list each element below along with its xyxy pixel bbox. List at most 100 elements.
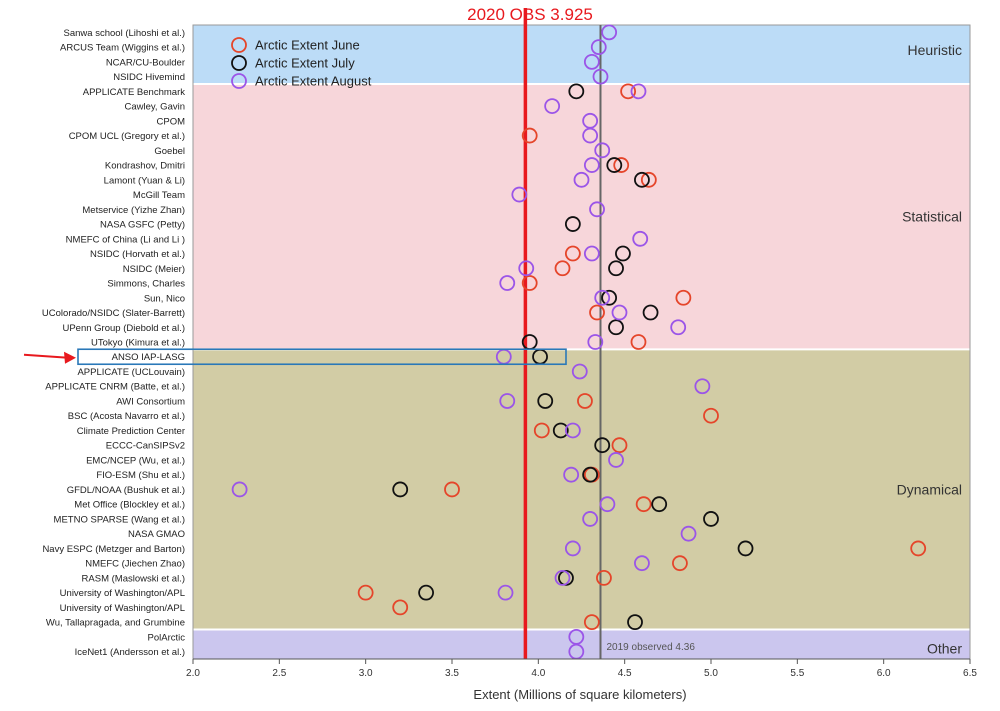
- data-point: [499, 393, 516, 409]
- data-point: [544, 98, 561, 114]
- group-bands: [192, 24, 971, 660]
- x-tick-label: 6.5: [963, 668, 977, 679]
- data-point: [564, 245, 581, 262]
- category-label: CPOM UCL (Gregory et al.): [69, 131, 185, 142]
- category-label: McGill Team: [133, 190, 185, 201]
- group-label: Statistical: [902, 209, 962, 225]
- data-point: [608, 260, 624, 277]
- category-label: Lamont (Yuan & Li): [104, 175, 185, 186]
- category-label: NSIDC Hivemind: [113, 72, 185, 83]
- x-tick-label: 6.0: [877, 668, 891, 679]
- data-point: [583, 614, 600, 631]
- data-point: [675, 289, 692, 306]
- category-label: APPLICATE Benchmark: [83, 87, 186, 98]
- category-label: NMEFC (Jiechen Zhao): [85, 559, 185, 570]
- category-label: NSIDC (Meier): [123, 264, 185, 275]
- data-point: [611, 437, 628, 454]
- category-label: Navy ESPC (Metzger and Barton): [42, 544, 185, 555]
- data-point: [418, 584, 435, 601]
- data-point: [554, 570, 571, 586]
- data-point: [444, 481, 460, 498]
- data-point: [737, 540, 754, 557]
- category-label: METNO SPARSE (Wang et al.): [54, 514, 185, 525]
- data-point: [630, 334, 647, 350]
- data-point: [582, 466, 599, 483]
- category-label: Kondrashov, Dmitri: [105, 161, 185, 172]
- data-point: [587, 334, 604, 350]
- data-point: [910, 540, 927, 557]
- legend-marker: [231, 73, 247, 89]
- legend-label: Arctic Extent August: [255, 74, 372, 89]
- category-label: BSC (Acosta Navarro et al.): [68, 411, 185, 422]
- x-tick-label: 4.0: [531, 668, 545, 679]
- data-point: [537, 393, 554, 409]
- data-point: [594, 289, 611, 306]
- category-label: Climate Prediction Center: [77, 426, 185, 437]
- category-label: University of Washington/APL: [60, 588, 185, 599]
- data-point: [632, 230, 649, 247]
- highlight-annotation: [23, 348, 567, 366]
- group-label: Other: [927, 641, 962, 657]
- data-point: [497, 584, 514, 601]
- category-label: UColorado/NSIDC (Slater-Barrett): [42, 308, 185, 319]
- data-point: [564, 216, 581, 232]
- group-labels: Heuristic Statistical Dynamical Other: [897, 42, 963, 657]
- x-tick-label: 3.0: [359, 668, 373, 679]
- data-point: [231, 481, 248, 498]
- data-point: [608, 319, 624, 336]
- data-point: [573, 171, 590, 188]
- data-point: [640, 171, 657, 188]
- x-tick-label: 3.5: [445, 668, 459, 679]
- data-point: [611, 304, 628, 321]
- data-point: [635, 496, 652, 513]
- x-tick-label: 4.5: [618, 668, 632, 679]
- data-point: [642, 304, 659, 321]
- legend-label: Arctic Extent June: [255, 38, 360, 53]
- highlight-box: [77, 348, 567, 366]
- x-tick-label: 5.0: [704, 668, 718, 679]
- category-label: ECCC-CanSIPSv2: [106, 441, 185, 452]
- category-label: Wu, Tallapragada, and Grumbine: [46, 618, 185, 629]
- data-point: [577, 393, 593, 409]
- data-point: [601, 289, 618, 306]
- data-point: [694, 378, 711, 395]
- category-label: IceNet1 (Andersson et al.): [75, 647, 185, 658]
- data-point: [563, 466, 580, 483]
- reference-lines: 2019 observed 4.36: [523, 8, 695, 659]
- data-point: [680, 525, 697, 542]
- highlight-arrow-head: [64, 351, 76, 364]
- data-point: [552, 422, 569, 439]
- group-label: Dynamical: [897, 481, 962, 497]
- x-axis: 2.0 2.5 3.0 3.5 4.0 4.5 5.0 5.5 6.0 6.5: [186, 658, 977, 679]
- data-point: [521, 127, 538, 144]
- data-point: [615, 245, 631, 262]
- chart-title: 2020 OBS 3.925: [467, 5, 593, 24]
- category-label: EMC/NCEP (Wu, et al.): [86, 455, 185, 466]
- data-point: [670, 319, 687, 336]
- obs-2019-label: 2019 observed 4.36: [606, 642, 695, 653]
- category-label: NASA GMAO: [128, 529, 185, 540]
- group-band: [193, 629, 970, 659]
- legend: Arctic Extent June Arctic Extent July Arct…: [231, 37, 372, 89]
- category-label: Simmons, Charles: [107, 279, 185, 290]
- data-point: [606, 157, 623, 173]
- data-point: [596, 570, 612, 586]
- category-label: AWI Consortium: [116, 396, 185, 407]
- x-tick-label: 5.5: [790, 668, 804, 679]
- legend-label: Arctic Extent July: [255, 56, 355, 71]
- category-label: University of Washington/APL: [60, 603, 185, 614]
- data-point: [601, 24, 618, 41]
- data-point: [571, 363, 588, 380]
- data-point: [582, 511, 599, 527]
- category-label: ANSO IAP-LASG: [112, 352, 185, 363]
- group-band: [193, 349, 970, 630]
- category-label: ARCUS Team (Wiggins et al.): [60, 43, 185, 54]
- category-label: RASM (Maslowski et al.): [82, 573, 185, 584]
- data-point: [511, 186, 528, 203]
- category-label: APPLICATE CNRM (Batte, et al.): [45, 382, 185, 393]
- category-label: NSIDC (Horvath et al.): [90, 249, 185, 260]
- legend-marker: [231, 55, 247, 71]
- category-label: Cawley, Gavin: [124, 102, 185, 113]
- category-labels: Sanwa school (Lihoshi et al.) ARCUS Team …: [42, 28, 185, 658]
